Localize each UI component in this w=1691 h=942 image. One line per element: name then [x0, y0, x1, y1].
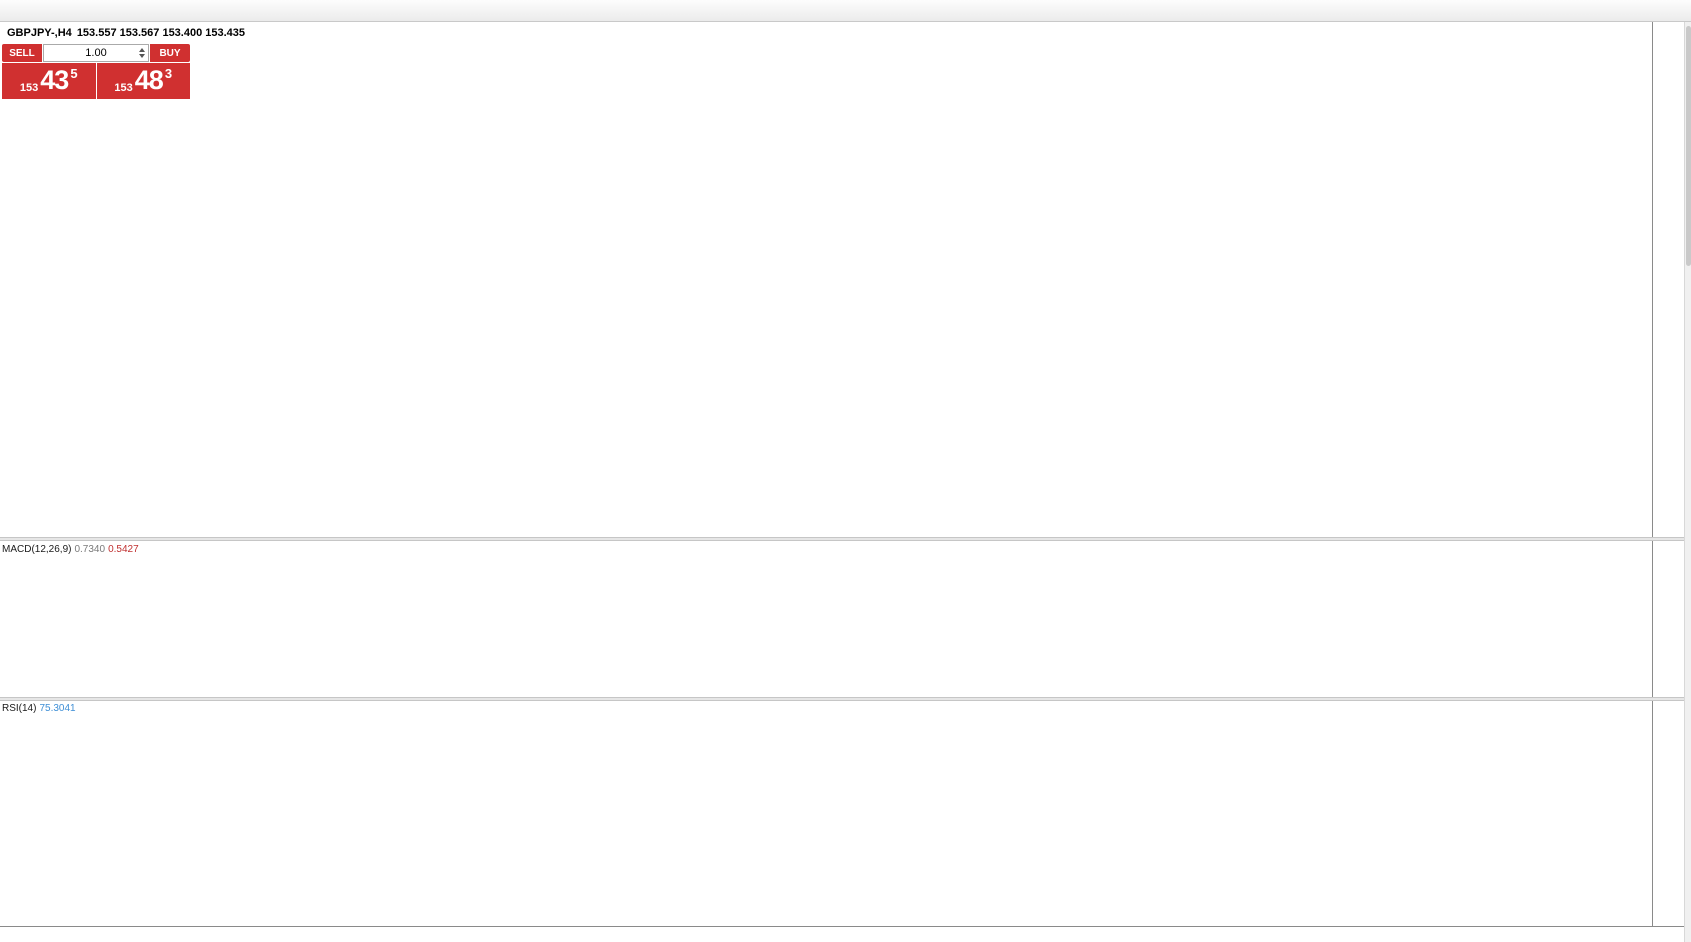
- rsi-panel[interactable]: [0, 701, 1652, 926]
- volume-stepper: [139, 48, 145, 58]
- buy-button[interactable]: BUY: [150, 44, 190, 62]
- rsi-indicator-label: RSI(14) 75.3041: [2, 703, 76, 714]
- ask-prefix: 153: [114, 82, 133, 94]
- ask-pipette: 3: [164, 66, 173, 81]
- volume-step-up[interactable]: [139, 48, 145, 52]
- volume-value: 1.00: [85, 47, 107, 59]
- macd-indicator-label: MACD(12,26,9) 0.7340 0.5427: [2, 544, 139, 555]
- rsi-name: RSI(14): [2, 703, 37, 714]
- price-chart[interactable]: [0, 22, 1652, 537]
- chart-ohlc-values: 153.557 153.567 153.400 153.435: [76, 27, 246, 39]
- ask-big-digits: 48: [134, 65, 164, 95]
- macd-signal-value: 0.5427: [108, 544, 139, 555]
- chart-symbol-period: GBPJPY-,H4: [7, 27, 72, 39]
- vertical-scrollbar[interactable]: [1684, 0, 1691, 942]
- bid-price-button[interactable]: 153 43 5: [2, 63, 96, 99]
- panel-splitter[interactable]: [0, 537, 1691, 541]
- one-click-trading-widget: SELL 1.00 BUY 153 43 5 153 48 3: [2, 44, 190, 99]
- macd-name: MACD(12,26,9): [2, 544, 72, 555]
- sell-button[interactable]: SELL: [2, 44, 42, 62]
- price-axis[interactable]: [1652, 22, 1684, 926]
- panel-splitter[interactable]: [0, 697, 1691, 701]
- toolbar: [0, 0, 1691, 22]
- bid-pipette: 5: [70, 66, 78, 81]
- volume-step-down[interactable]: [139, 54, 145, 58]
- scrollbar-thumb[interactable]: [1686, 26, 1691, 266]
- macd-panel[interactable]: [0, 541, 1652, 697]
- volume-input[interactable]: 1.00: [43, 44, 149, 62]
- bid-big-digits: 43: [40, 65, 69, 95]
- rsi-value: 75.3041: [39, 703, 76, 714]
- bid-prefix: 153: [19, 82, 39, 94]
- time-axis[interactable]: [0, 926, 1691, 942]
- chart-title: GBPJPY-,H4 153.557 153.567 153.400 153.43…: [7, 27, 245, 39]
- ask-price-button[interactable]: 153 48 3: [96, 63, 190, 99]
- macd-main-value: 0.7340: [74, 544, 106, 555]
